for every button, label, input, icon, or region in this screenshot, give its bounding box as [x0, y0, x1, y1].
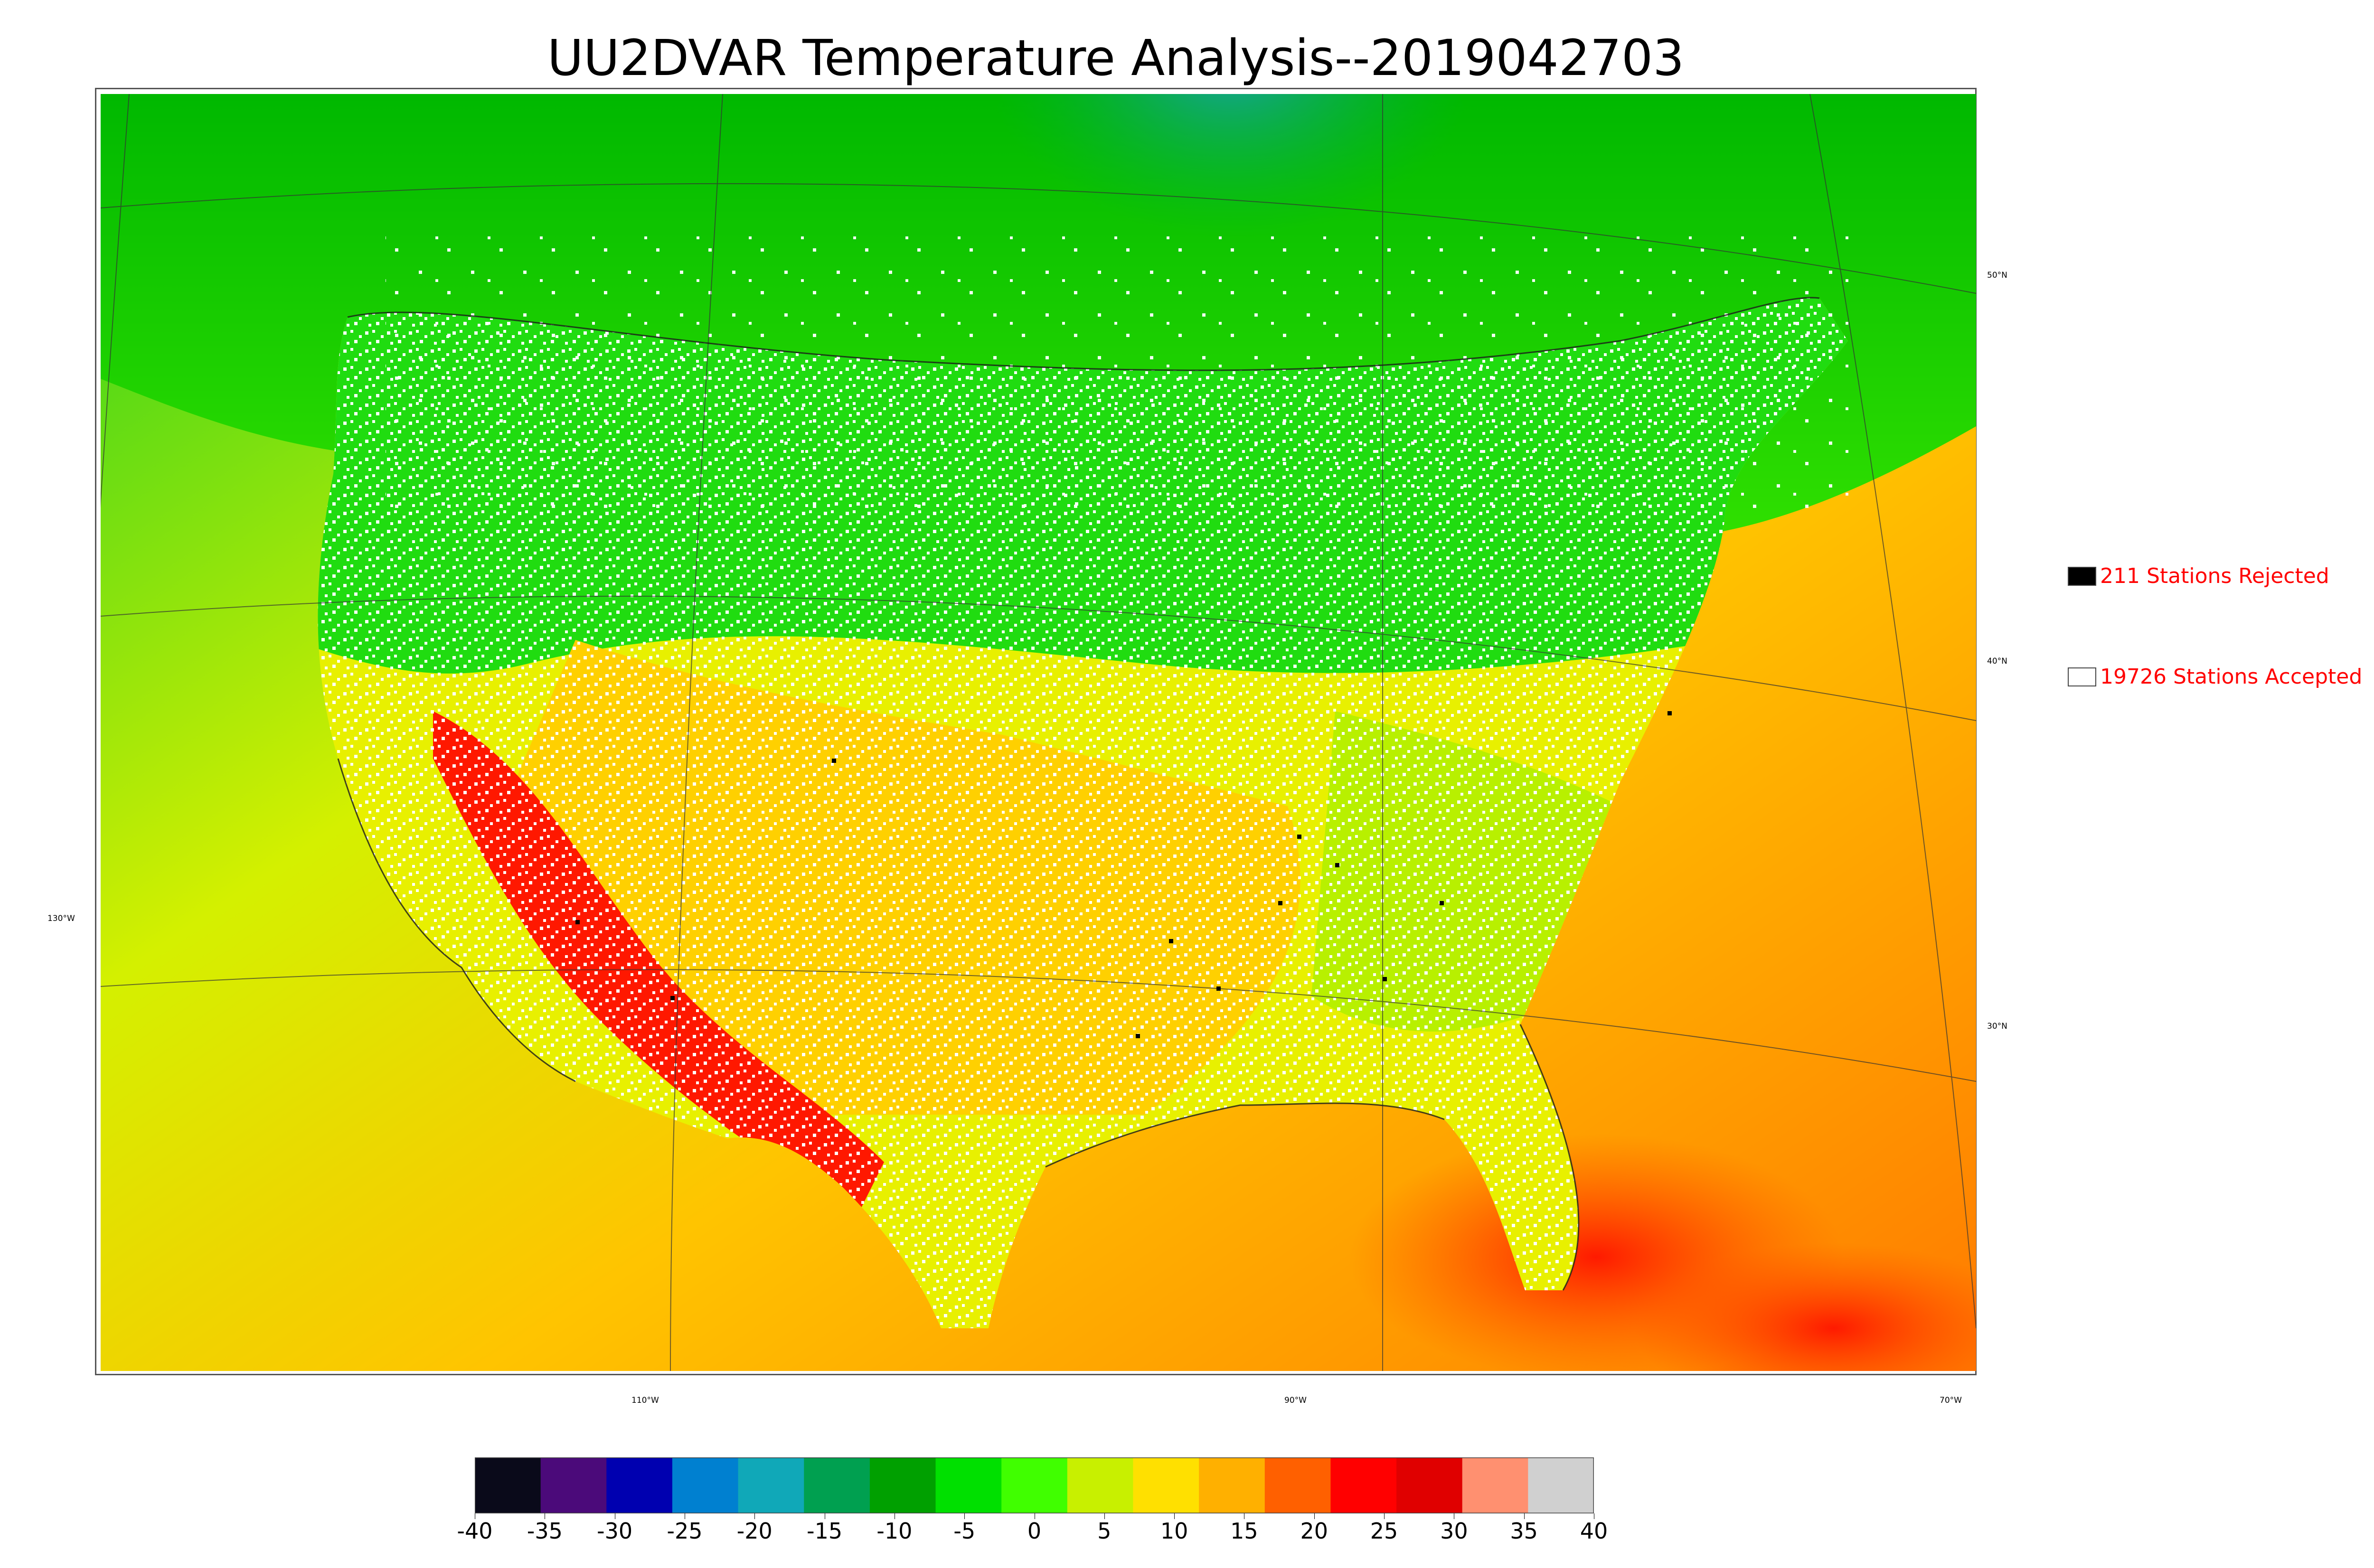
colorbar-tick-label: -30	[597, 1518, 633, 1544]
colorbar-segment	[1264, 1457, 1331, 1513]
colorbar-tick-label: -10	[876, 1518, 913, 1544]
colorbar-tick	[754, 1513, 755, 1519]
colorbar-tick-label: -40	[457, 1518, 493, 1544]
colorbar-tick-label: -15	[806, 1518, 843, 1544]
colorbar-segment	[1067, 1457, 1134, 1513]
colorbar-tick-label: -20	[736, 1518, 772, 1544]
colorbar-segment	[1001, 1457, 1068, 1513]
legend-label-rejected: 211 Stations Rejected	[2100, 564, 2329, 588]
colorbar-tick-label: 35	[1510, 1518, 1538, 1544]
temperature-colorbar	[475, 1457, 1594, 1513]
lon-label-90w: 90°W	[1284, 1396, 1307, 1405]
colorbar-segment	[672, 1457, 739, 1513]
colorbar-tick-label: 5	[1097, 1518, 1112, 1544]
colorbar-tick-label: -25	[667, 1518, 703, 1544]
colorbar-segment	[935, 1457, 1002, 1513]
legend-label-accepted: 19726 Stations Accepted	[2100, 665, 2363, 689]
colorbar-tick	[1384, 1513, 1385, 1519]
colorbar-tick	[1104, 1513, 1105, 1519]
colorbar-segment	[869, 1457, 936, 1513]
colorbar-segment	[1330, 1457, 1397, 1513]
legend-swatch-accepted	[2068, 667, 2096, 686]
colorbar-tick-label: -35	[527, 1518, 563, 1544]
colorbar-tick-label: 20	[1300, 1518, 1328, 1544]
temperature-map	[101, 94, 1976, 1371]
colorbar-segment	[475, 1457, 541, 1513]
colorbar-tick-label: 30	[1440, 1518, 1468, 1544]
colorbar-segment	[606, 1457, 673, 1513]
colorbar-tick-label: -5	[953, 1518, 976, 1544]
colorbar-segment	[804, 1457, 870, 1513]
lat-label-40n: 40°N	[1987, 657, 2007, 666]
lat-label-50n: 50°N	[1987, 271, 2007, 280]
legend-accepted: 19726 Stations Accepted	[2068, 665, 2362, 689]
lat-label-30n: 30°N	[1987, 1022, 2007, 1031]
colorbar-tick	[1524, 1513, 1525, 1519]
legend-swatch-rejected	[2068, 566, 2096, 586]
colorbar-segment	[1199, 1457, 1265, 1513]
legend-rejected: 211 Stations Rejected	[2068, 564, 2329, 588]
colorbar-tick	[964, 1513, 965, 1519]
lon-label-70w: 70°W	[1940, 1396, 1962, 1405]
colorbar-tick-label: 0	[1027, 1518, 1042, 1544]
colorbar-tick-label: 25	[1370, 1518, 1398, 1544]
page-title: UU2DVAR Temperature Analysis--2019042703	[547, 29, 1685, 87]
lon-label-130w: 130°W	[47, 914, 75, 923]
colorbar-segment	[738, 1457, 805, 1513]
colorbar-segment	[1462, 1457, 1529, 1513]
colorbar-segment	[1396, 1457, 1463, 1513]
colorbar-segment	[1133, 1457, 1200, 1513]
colorbar-tick-label: 15	[1230, 1518, 1258, 1544]
colorbar-segment	[1528, 1457, 1594, 1513]
colorbar-tick-label: 40	[1580, 1518, 1608, 1544]
colorbar-tick	[1314, 1513, 1315, 1519]
colorbar-segment	[540, 1457, 607, 1513]
lon-label-110w: 110°W	[631, 1396, 659, 1405]
colorbar-tick	[1174, 1513, 1175, 1519]
colorbar-tick-label: 10	[1160, 1518, 1188, 1544]
